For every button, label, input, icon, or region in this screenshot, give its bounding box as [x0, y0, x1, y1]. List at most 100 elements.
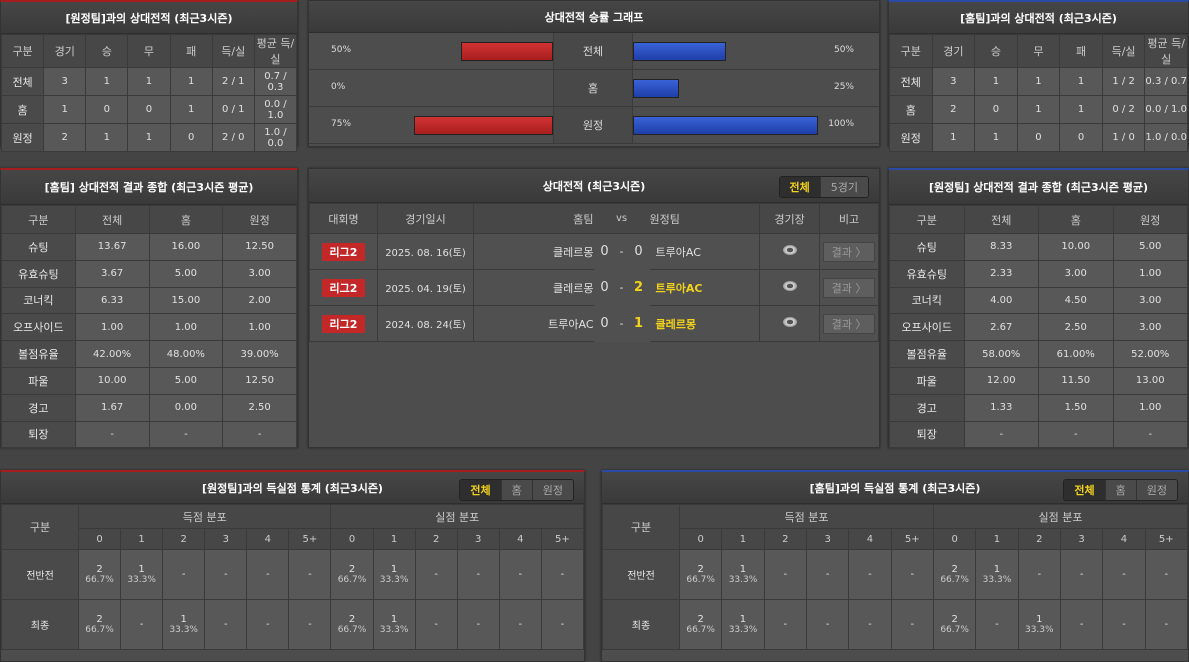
league-badge[interactable]: 리그2	[321, 242, 366, 261]
cell: -	[288, 599, 332, 650]
match-row: 리그2 2025. 08. 16(토) 클레르몽 0 - 0 트루아AC 결과 …	[309, 233, 879, 270]
tab[interactable]: 홈	[1104, 480, 1136, 500]
result-button[interactable]: 결과 〉	[822, 277, 876, 298]
percent: 66.7%	[940, 625, 969, 635]
col-header: 득/실	[1101, 34, 1146, 68]
bucket-header: 5+	[1144, 528, 1189, 550]
cell: 1 / 2	[1101, 67, 1146, 96]
table-row: 퇴장 - - -	[889, 420, 1188, 449]
cell: 1	[931, 123, 976, 152]
cell: -	[74, 420, 150, 449]
result-button[interactable]: 결과 〉	[822, 313, 876, 334]
home-team[interactable]: 클레르몽	[473, 233, 594, 270]
away-pct: 100%	[828, 119, 854, 129]
col-header: 경기	[931, 34, 976, 68]
league-badge[interactable]: 리그2	[321, 278, 366, 297]
cell: 1 33.3%	[721, 599, 765, 650]
tab[interactable]: 원정	[531, 480, 573, 500]
count: -	[825, 569, 830, 580]
count: -	[1079, 619, 1084, 630]
cell: -	[288, 549, 332, 600]
home-team[interactable]: 클레르몽	[473, 269, 594, 306]
result-button[interactable]: 결과 〉	[822, 241, 876, 262]
count: 1	[390, 564, 398, 575]
col-header: 원정	[1112, 205, 1188, 234]
cell: 1	[974, 67, 1018, 96]
cell: -	[1102, 549, 1146, 600]
cell: -	[414, 599, 458, 650]
match-row: 리그2 2025. 04. 19(토) 클레르몽 0 - 2 트루아AC 결과 …	[309, 269, 879, 306]
away-team[interactable]: 트루아AC	[649, 233, 761, 270]
tab-5-games[interactable]: 5경기	[819, 177, 868, 197]
home-h2h-table: 구분 경기 승 무 패 득/실 평균 득/실 전체 3 1 1 1 1 / 2 0.3 / 0.7 홈 2 0 1…	[889, 34, 1188, 152]
cell: 3	[931, 67, 976, 96]
cell: 1.00	[74, 313, 150, 342]
cell: 2.50	[1038, 313, 1114, 342]
bucket-header: 1	[120, 528, 164, 550]
goals-tabs: 전체 홈 원정	[459, 479, 574, 501]
tab-all[interactable]: 전체	[779, 177, 820, 197]
cell: 5.00	[148, 259, 224, 288]
cell: 1.00	[1112, 393, 1188, 422]
tab[interactable]: 전체	[460, 480, 501, 500]
away-team[interactable]: 클레르몽	[649, 305, 761, 342]
cell: 0.3 / 0.7	[1144, 67, 1188, 96]
tab[interactable]: 홈	[500, 480, 532, 500]
col-header: 홈	[148, 205, 224, 234]
count: -	[476, 619, 481, 630]
col-away: 원정팀	[649, 203, 761, 234]
col-date: 경기일시	[377, 203, 474, 234]
col-header: 패	[169, 34, 213, 68]
count: 1	[739, 614, 747, 625]
cell: -	[1038, 420, 1114, 449]
stadium-icon[interactable]	[782, 245, 797, 255]
cell: 2 66.7%	[932, 549, 977, 600]
count: 2	[348, 564, 356, 575]
tab[interactable]: 원정	[1135, 480, 1177, 500]
percent: 66.7%	[686, 575, 715, 585]
tab[interactable]: 전체	[1064, 480, 1105, 500]
row-label: 퇴장	[889, 420, 965, 449]
stadium-icon[interactable]	[782, 317, 797, 327]
cell: 4.50	[1038, 286, 1114, 315]
count: -	[434, 619, 438, 630]
score-separator: -	[615, 233, 628, 270]
cell: 1	[127, 123, 171, 152]
count: 2	[96, 614, 103, 625]
conceded-header: 실점 분포	[330, 504, 584, 529]
cell: 1	[169, 95, 213, 124]
cell: -	[414, 549, 458, 600]
table-row: 슈팅 8.33 10.00 5.00	[889, 233, 1188, 261]
stadium-icon[interactable]	[782, 281, 797, 291]
home-team[interactable]: 트루아AC	[473, 305, 594, 342]
cell: 2 66.7%	[932, 599, 977, 650]
cell: 2.50	[222, 393, 297, 422]
row-label: 유효슈팅	[889, 259, 965, 288]
bucket-header: 2	[763, 528, 807, 550]
home-score: 0	[593, 305, 616, 342]
cell: 0.00	[148, 393, 224, 422]
home-score: 0	[593, 269, 616, 306]
percent: 33.3%	[982, 575, 1012, 585]
cell: 13.67	[74, 233, 150, 261]
cell: 3.00	[1112, 286, 1188, 315]
cell: 3	[43, 67, 87, 96]
away-team[interactable]: 트루아AC	[649, 269, 761, 306]
col-header: 승	[974, 34, 1018, 68]
bucket-header: 5+	[288, 528, 332, 550]
bucket-header: 0	[678, 528, 723, 550]
table-row: 경고 1.67 0.00 2.50	[1, 393, 297, 422]
cell: -	[975, 599, 1019, 650]
row-label: 볼점유율	[889, 340, 965, 368]
count: -	[266, 619, 270, 630]
col-header: 평균 득/실	[1144, 34, 1188, 68]
count: 2	[697, 614, 704, 625]
conceded-header: 실점 분포	[932, 504, 1189, 529]
cell: 1	[85, 123, 129, 152]
cell: 12.50	[222, 366, 297, 395]
count: -	[1122, 569, 1126, 580]
cell: 1 33.3%	[372, 549, 416, 600]
cell: -	[540, 549, 585, 600]
league-badge[interactable]: 리그2	[321, 314, 366, 333]
cell: 48.00%	[148, 340, 224, 368]
